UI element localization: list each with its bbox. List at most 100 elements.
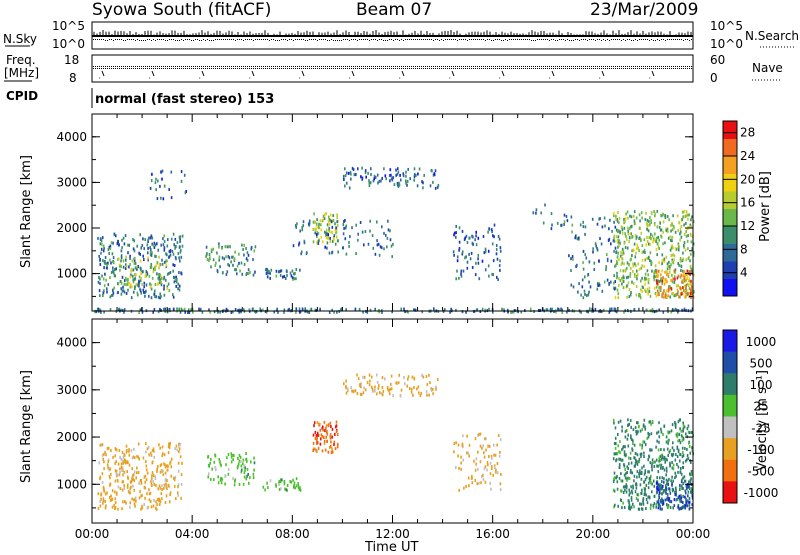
colorbar-tick-label: 28 xyxy=(740,126,755,140)
echo-cell xyxy=(119,487,122,491)
echo-cell xyxy=(662,466,664,469)
echo-cell xyxy=(674,271,677,275)
echo-cell xyxy=(140,246,142,250)
echo-cell xyxy=(146,271,148,275)
echo-cell xyxy=(651,468,653,472)
echo-cell xyxy=(656,292,659,296)
echo-cell xyxy=(665,478,668,482)
echo-cell xyxy=(225,463,227,467)
echo-cell xyxy=(399,173,401,177)
echo-cell xyxy=(159,446,161,450)
echo-cell xyxy=(139,287,141,291)
freq-dot xyxy=(275,68,276,69)
freq-dot xyxy=(177,66,178,67)
echo-cell xyxy=(391,310,393,314)
nave-tick-mark xyxy=(201,70,205,77)
echo-cell xyxy=(151,449,154,452)
echo-cell xyxy=(101,274,103,278)
power-panel-frame xyxy=(91,113,694,312)
freq-dot xyxy=(607,66,608,67)
echo-cell xyxy=(494,466,496,470)
freq-dot xyxy=(291,68,292,69)
echo-cell xyxy=(612,488,615,492)
freq-dot xyxy=(185,66,186,67)
echo-cell xyxy=(153,241,156,245)
echo-cell xyxy=(455,235,457,239)
echo-cell xyxy=(97,492,100,496)
echo-cell xyxy=(103,489,106,493)
echo-cell xyxy=(102,499,105,503)
freq-dot xyxy=(377,66,378,67)
echo-cell xyxy=(458,226,461,230)
echo-cell xyxy=(128,448,130,452)
echo-cell xyxy=(219,478,222,482)
echo-cell xyxy=(277,310,279,314)
echo-cell xyxy=(409,177,411,181)
echo-cell xyxy=(199,307,202,311)
nsearch-dot xyxy=(297,39,298,40)
echo-cell xyxy=(131,269,133,273)
nsearch-dot xyxy=(633,40,634,41)
freq-dot xyxy=(111,66,112,67)
freq-dot xyxy=(135,66,136,67)
freq-dot xyxy=(341,68,342,69)
freq-dot xyxy=(599,68,600,69)
freq-dot xyxy=(141,68,142,69)
freq-dot xyxy=(213,66,214,67)
echo-cell xyxy=(645,243,647,247)
echo-cell xyxy=(286,274,288,277)
echo-cell xyxy=(434,186,437,190)
echo-cell xyxy=(165,464,168,468)
echo-cell xyxy=(619,241,621,245)
echo-cell xyxy=(691,494,694,498)
echo-cell xyxy=(623,226,626,230)
echo-cell xyxy=(178,444,180,448)
echo-cell xyxy=(122,236,125,240)
echo-cell xyxy=(316,235,318,238)
echo-cell xyxy=(173,308,175,311)
echo-cell xyxy=(225,307,228,311)
echo-cell xyxy=(154,283,157,286)
echo-cell xyxy=(631,280,633,284)
nsearch-dot xyxy=(437,39,438,40)
nsearch-dot xyxy=(225,39,226,40)
echo-cell xyxy=(153,267,155,271)
echo-cell xyxy=(563,213,566,217)
echo-cell xyxy=(626,295,628,299)
echo-cell xyxy=(395,168,397,172)
echo-cell xyxy=(680,434,683,438)
echo-cell xyxy=(153,449,155,453)
nsearch-dot xyxy=(525,39,526,40)
echo-cell xyxy=(324,213,326,217)
nsearch-dot xyxy=(579,40,580,41)
nsearch-dot xyxy=(111,39,112,40)
echo-cell xyxy=(540,211,542,215)
echo-cell xyxy=(499,482,502,486)
echo-cell xyxy=(460,274,463,278)
echo-cell xyxy=(663,424,665,428)
echo-cell xyxy=(150,234,153,238)
freq-dot xyxy=(417,68,418,69)
echo-cell xyxy=(665,466,668,470)
echo-cell xyxy=(112,291,115,295)
echo-cell xyxy=(662,242,664,246)
echo-cell xyxy=(627,476,629,480)
echo-cell xyxy=(179,310,182,314)
freq-dot xyxy=(203,68,204,69)
echo-cell xyxy=(100,247,103,251)
echo-cell xyxy=(104,256,107,259)
echo-cell xyxy=(656,225,659,229)
echo-cell xyxy=(689,270,692,274)
echo-cell xyxy=(678,507,681,511)
echo-cell xyxy=(468,484,470,488)
freq-tick-bottom: 8 xyxy=(69,71,77,85)
nave-mark: ̣ xyxy=(649,78,651,80)
echo-cell xyxy=(607,239,610,242)
echo-cell xyxy=(326,429,328,433)
echo-cell xyxy=(145,468,148,472)
nsearch-dot xyxy=(665,40,666,41)
nsky-tick-bottom: 10^0 xyxy=(52,37,85,51)
echo-cell xyxy=(635,247,638,251)
echo-cell xyxy=(671,239,673,243)
echo-cell xyxy=(582,249,585,253)
